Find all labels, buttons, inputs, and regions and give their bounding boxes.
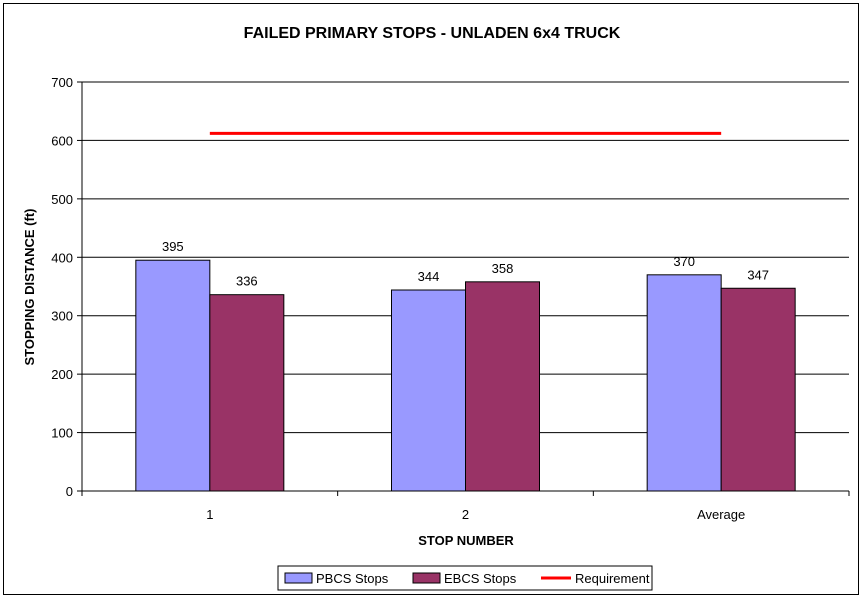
data-label: 370 — [673, 254, 695, 269]
y-tick-label: 500 — [51, 192, 73, 207]
data-label: 395 — [162, 239, 184, 254]
data-label: 344 — [418, 269, 440, 284]
y-tick-label: 200 — [51, 367, 73, 382]
tick-labels: 0 100 200 300 400 500 600 700 1 2 Average — [51, 75, 850, 522]
bar-ebcs-stops — [209, 294, 285, 492]
x-axis-title: STOP NUMBER — [418, 533, 514, 548]
bar-ebcs-stops — [720, 287, 796, 492]
bar-ebcs-stops — [465, 281, 540, 492]
y-tick-label: 100 — [51, 426, 73, 441]
data-label: 336 — [236, 274, 258, 289]
x-tick-label: 1 — [206, 507, 213, 522]
data-label: 347 — [747, 267, 769, 282]
axes — [81, 82, 849, 492]
bars — [135, 259, 796, 492]
y-tick-label: 0 — [66, 484, 73, 499]
legend-label: PBCS Stops — [316, 571, 389, 586]
y-tick-label: 300 — [51, 309, 73, 324]
legend-swatch — [412, 572, 441, 584]
chart-title: FAILED PRIMARY STOPS - UNLADEN 6x4 TRUCK — [244, 25, 621, 42]
data-labels: 395 336 344 358 370 347 — [162, 239, 769, 288]
legend-label: Requirement — [575, 571, 650, 586]
x-tick-label: Average — [697, 507, 745, 522]
legend-label: EBCS Stops — [444, 571, 517, 586]
y-tick-label: 700 — [51, 75, 73, 90]
x-tick-label: 2 — [462, 507, 469, 522]
legend-box — [277, 565, 653, 591]
bar-pbcs-stops — [391, 289, 466, 492]
y-tick-label: 400 — [51, 250, 73, 265]
bar-pbcs-stops — [135, 259, 211, 492]
y-axis-title: STOPPING DISTANCE (ft) — [22, 209, 37, 366]
legend: PBCS Stops EBCS Stops Requirement — [277, 565, 653, 591]
bar-pbcs-stops — [646, 274, 722, 492]
data-label: 358 — [492, 261, 514, 276]
y-tick-label: 600 — [51, 133, 73, 148]
legend-swatch — [284, 572, 313, 584]
